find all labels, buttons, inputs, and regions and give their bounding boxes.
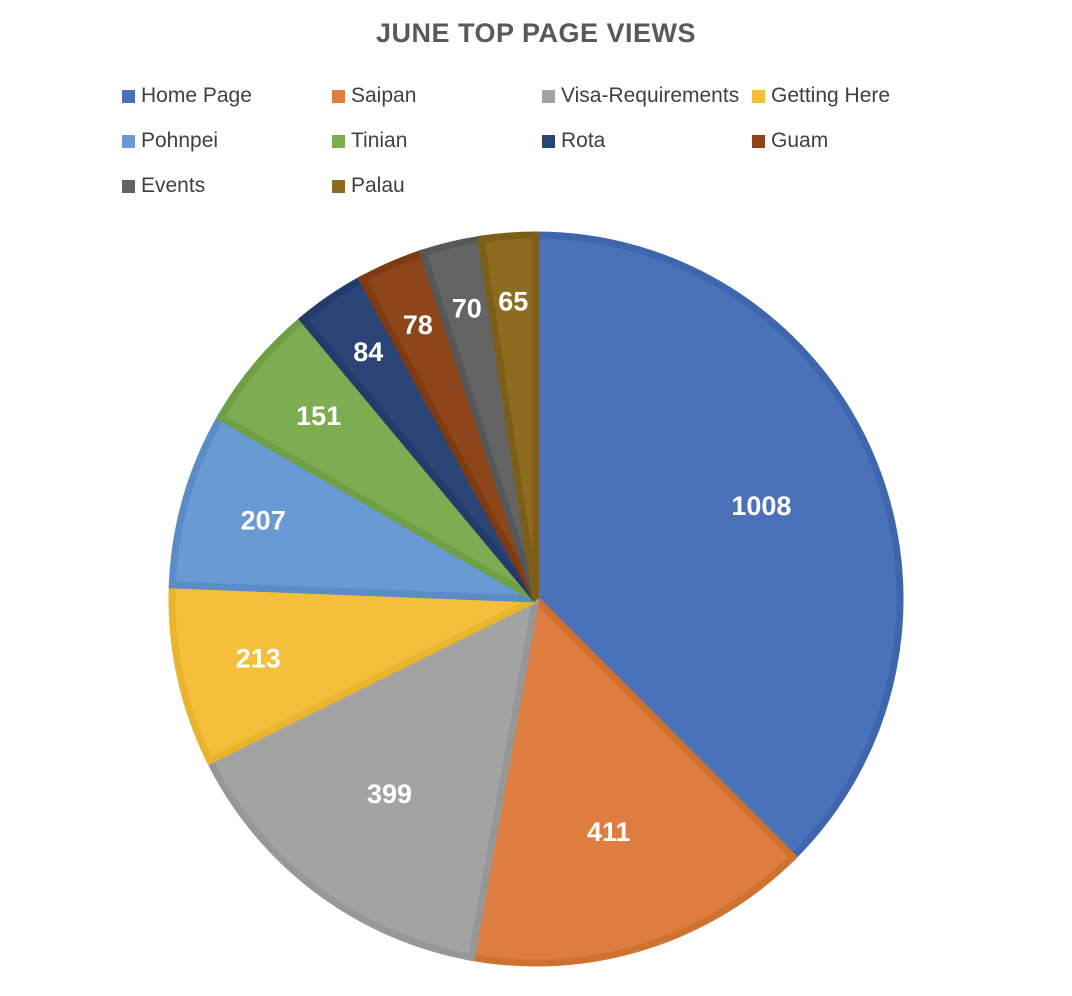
legend-label: Visa-Requirements [561, 84, 740, 107]
legend-label: Saipan [351, 84, 417, 107]
legend-item: Saipan [332, 82, 542, 110]
data-label: 411 [587, 817, 631, 847]
pie-slices [168, 231, 904, 967]
legend-item: Events [122, 172, 332, 200]
data-label: 70 [452, 294, 482, 324]
pie-slice-saipan [467, 591, 798, 967]
legend-item: Palau [332, 172, 542, 200]
legend-swatch [332, 89, 345, 103]
legend-label: Tinian [351, 129, 408, 152]
pie-slice-pohnpei [168, 412, 538, 603]
data-label: 151 [296, 401, 341, 431]
data-label: 65 [498, 286, 528, 316]
legend-label: Palau [351, 174, 405, 197]
legend-swatch [752, 89, 765, 103]
chart-legend: Home Page Saipan Visa-Requirements Getting … [122, 82, 982, 200]
legend-swatch [332, 134, 345, 148]
pie-slice-getting-here [168, 581, 538, 766]
legend-item: Getting Here [752, 82, 962, 110]
legend-item: Home Page [122, 82, 332, 110]
legend-swatch [542, 134, 555, 148]
chart-title: JUNE TOP PAGE VIEWS [375, 18, 697, 48]
pie-slice-home-page [532, 231, 904, 862]
pie-data-labels: 1008 411 399 213 207 151 84 78 70 65 [236, 286, 792, 846]
legend-item: Tinian [332, 127, 542, 155]
legend-swatch [122, 89, 135, 103]
data-label: 207 [241, 505, 286, 535]
legend-label: Home Page [141, 84, 252, 107]
legend-swatch [752, 134, 765, 148]
legend-item: Rota [542, 127, 752, 155]
data-label: 1008 [731, 491, 791, 521]
legend-item: Visa-Requirements [542, 82, 752, 110]
legend-label: Events [141, 174, 206, 197]
data-label: 78 [403, 310, 433, 340]
data-label: 213 [236, 643, 281, 673]
legend-swatch [332, 179, 345, 193]
legend-swatch [122, 179, 135, 193]
legend-label: Guam [771, 129, 829, 152]
legend-label: Getting Here [771, 84, 891, 107]
pie-slice-visa-requirements [205, 592, 541, 962]
legend-item: Pohnpei [122, 127, 332, 155]
legend-label: Rota [561, 129, 606, 152]
data-label: 84 [353, 337, 383, 367]
pie-slice-palau [476, 231, 540, 600]
data-label: 399 [367, 779, 412, 809]
legend-swatch [122, 134, 135, 148]
legend-label: Pohnpei [141, 129, 219, 152]
legend-swatch [542, 89, 555, 103]
legend-item: Guam [752, 127, 962, 155]
